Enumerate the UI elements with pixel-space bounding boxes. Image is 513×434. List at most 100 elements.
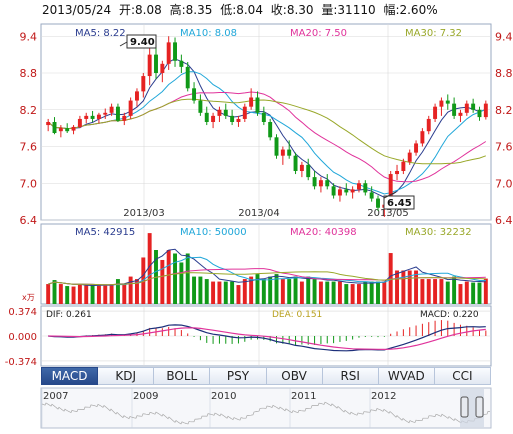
candle <box>287 140 292 159</box>
candle <box>261 106 266 126</box>
price-tick-left: 9.4 <box>20 30 38 43</box>
volume-bar <box>439 279 444 304</box>
volume-bar <box>306 276 311 304</box>
volume-bar <box>299 281 304 304</box>
candle <box>58 125 63 138</box>
volume-bar <box>192 276 197 304</box>
candle <box>166 36 171 70</box>
volume-bar <box>96 285 101 304</box>
dif-label: DIF: 0.261 <box>46 310 92 320</box>
price-tick-right: 9.4 <box>495 30 513 43</box>
price-panel <box>40 23 492 221</box>
candle <box>293 152 298 175</box>
candle <box>84 112 89 124</box>
volume-bar <box>401 270 406 304</box>
volume-bar <box>65 286 70 304</box>
candle <box>331 183 336 199</box>
candle <box>445 94 450 110</box>
volume-bar <box>204 279 209 304</box>
volume-bar <box>217 281 222 304</box>
tab-wvad[interactable]: WVAD <box>378 367 435 385</box>
price-tick-left: 8.8 <box>20 67 38 80</box>
volume-bar <box>77 284 82 304</box>
candle <box>198 94 203 116</box>
tab-rsi[interactable]: RSI <box>322 367 379 385</box>
navigator-right-handle[interactable] <box>475 396 484 418</box>
volume-bar <box>407 270 412 304</box>
price-y-axis: 9.4 9.4 8.8 8.8 8.2 8.2 7.6 7.6 7.0 7.0 6.4 6.4 <box>20 30 513 227</box>
candle <box>230 109 235 126</box>
candle <box>90 110 95 122</box>
candlesticks <box>46 36 488 217</box>
indicator-tabs: MACD KDJ BOLL PSY OBV RSI WVAD CCI <box>41 367 491 385</box>
volume-bar <box>318 281 323 304</box>
tab-boll[interactable]: BOLL <box>154 367 211 385</box>
volume-bar <box>261 279 266 304</box>
header-low: 8.04 <box>236 3 263 17</box>
volume-bar <box>471 282 476 304</box>
candle <box>242 103 247 122</box>
candle <box>414 140 419 156</box>
tab-macd[interactable]: MACD <box>41 367 99 385</box>
candle <box>477 106 482 121</box>
volume-bar <box>350 284 355 304</box>
price-tick-right: 8.8 <box>495 67 513 80</box>
volume-bar <box>198 276 203 304</box>
candle <box>211 112 216 129</box>
volume-bar <box>325 281 330 304</box>
candle <box>350 186 355 199</box>
volume-bar <box>331 281 336 304</box>
price-tick-left: 7.0 <box>20 177 38 190</box>
macd-lines <box>48 324 486 352</box>
volume-bar <box>464 281 469 304</box>
candle <box>96 112 101 124</box>
price-x-tick: 2013/05 <box>367 208 409 219</box>
navigator-left-handle[interactable] <box>460 396 469 418</box>
macd-label: MACD: 0.220 <box>420 310 479 320</box>
price-tick-right: 6.4 <box>495 214 513 227</box>
candle <box>122 112 127 126</box>
candle <box>52 117 57 135</box>
volume-bar <box>445 281 450 304</box>
navigator-year: 2010 <box>211 391 236 402</box>
tab-psy[interactable]: PSY <box>210 367 267 385</box>
volume-bar <box>135 279 139 304</box>
volume-bar <box>166 250 171 304</box>
volume-bar <box>344 284 349 304</box>
header-high: 8.35 <box>186 3 213 17</box>
volume-bar <box>185 253 190 304</box>
candle <box>401 158 406 175</box>
tab-cci[interactable]: CCI <box>434 367 491 385</box>
candle <box>439 97 444 116</box>
candle <box>236 115 241 127</box>
price-tick-right: 8.2 <box>495 104 513 117</box>
volume-bar <box>128 276 133 304</box>
price-x-tick: 2013/03 <box>123 208 165 219</box>
svg-text:9.40: 9.40 <box>130 37 155 48</box>
volume-bar <box>287 279 292 304</box>
volume-bar <box>211 281 216 304</box>
candle <box>217 106 222 122</box>
candle <box>255 91 260 116</box>
tab-kdj[interactable]: KDJ <box>98 367 155 385</box>
candle <box>274 134 279 159</box>
volume-bar <box>109 284 114 304</box>
price-x-tick: 2013/04 <box>238 208 280 219</box>
navigator-year: 2012 <box>371 391 396 402</box>
low-callout: 6.45 <box>383 191 415 210</box>
volume-bar <box>147 233 152 304</box>
navigator-line <box>41 401 490 425</box>
macd-y-axis: 0.374 0.000 -0.374 <box>5 307 37 368</box>
candle <box>407 149 412 165</box>
candle <box>179 54 184 73</box>
volume-bar <box>122 284 127 304</box>
candle <box>204 106 209 126</box>
volume-bar <box>293 276 298 304</box>
high-callout: 9.40 <box>119 34 157 49</box>
candle <box>483 100 488 120</box>
volume-bar <box>179 262 184 304</box>
volume-bar <box>84 285 89 304</box>
volume-legend-ma: MA10: 50000 <box>180 227 247 238</box>
volume-bar <box>382 281 387 304</box>
tab-obv[interactable]: OBV <box>266 367 323 385</box>
